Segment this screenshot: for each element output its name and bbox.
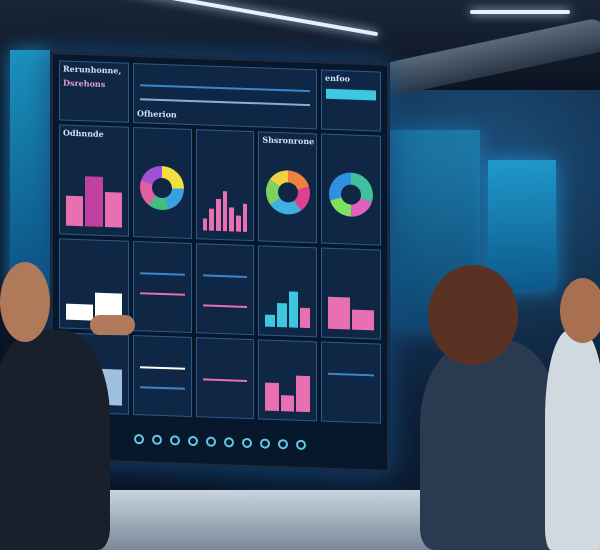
woman-seated	[420, 340, 560, 550]
woman-hair	[428, 265, 518, 365]
dashboard-subtitle: Dsrehons	[63, 77, 106, 89]
man-right	[545, 330, 600, 550]
ceiling-light	[470, 10, 570, 14]
donut-tile	[133, 126, 192, 240]
right-tile: enfoo	[321, 69, 381, 132]
bar-tile	[258, 245, 317, 338]
right-label: enfoo	[325, 72, 351, 84]
chart-tile	[133, 240, 192, 334]
chart-tile	[133, 334, 192, 418]
section-label: Shsronrone	[262, 134, 315, 147]
man-pointing	[0, 330, 110, 550]
man-right-head	[560, 278, 600, 343]
donut-chart	[140, 165, 185, 212]
background-screen	[10, 50, 50, 290]
man-hand	[90, 315, 135, 335]
donut-chart	[265, 169, 310, 216]
chart-tile	[195, 243, 255, 336]
overview-tile: Ofherion	[133, 62, 317, 130]
side-tile: Odhnnde	[59, 124, 129, 237]
donut-chart	[329, 172, 373, 218]
man-head	[0, 262, 50, 342]
chart-tile	[321, 247, 381, 340]
chart-tile	[321, 341, 381, 424]
donut-tile: Shsronrone	[258, 131, 317, 244]
bar-tile	[258, 339, 317, 422]
title-tile: Rerunhonne, Dsrehons	[59, 60, 129, 123]
bar-tile	[195, 129, 255, 242]
background-screen	[488, 160, 556, 290]
overview-label: Ofherion	[137, 108, 177, 120]
donut-tile	[321, 133, 381, 246]
chart-tile	[195, 337, 255, 420]
side-label: Odhnnde	[63, 127, 104, 139]
